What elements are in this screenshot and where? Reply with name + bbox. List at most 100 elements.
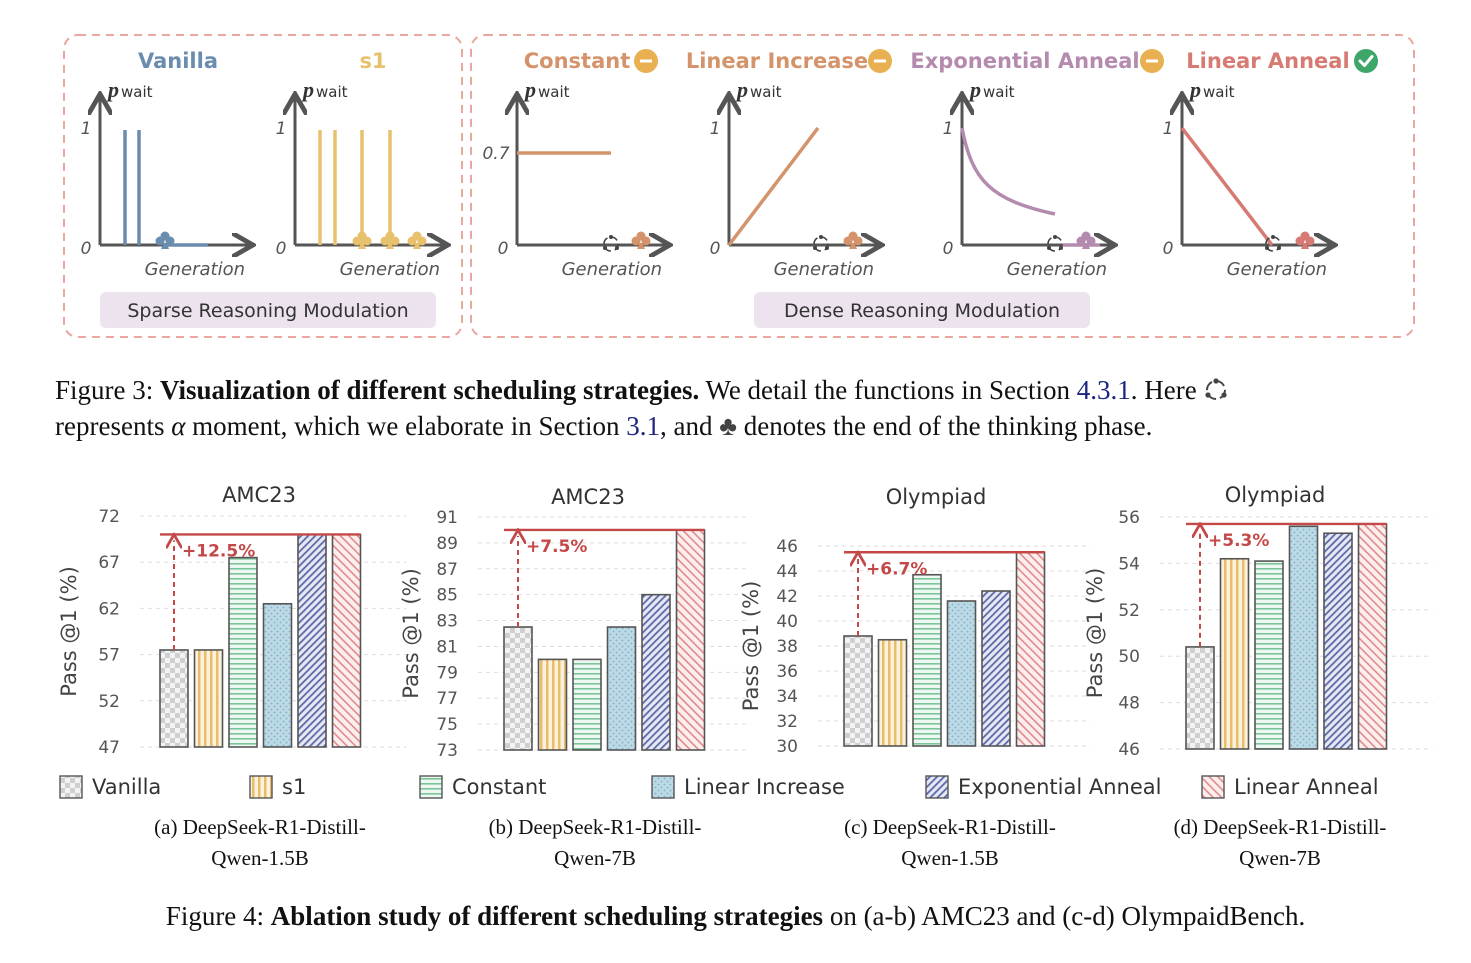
alpha-moment-icon bbox=[1047, 235, 1063, 252]
bar-constant bbox=[572, 658, 602, 751]
subcaption-a: (a) DeepSeek-R1-Distill- Qwen-1.5B bbox=[110, 812, 410, 874]
improvement-label: +12.5% bbox=[182, 541, 255, 561]
subcaption-line: Qwen-7B bbox=[554, 846, 636, 870]
y-tick-label: 47 bbox=[98, 738, 120, 758]
y-tick-label: 87 bbox=[436, 560, 458, 580]
tick-one: 1 bbox=[276, 119, 287, 139]
bar-vanilla bbox=[1185, 646, 1215, 750]
schedule-panel-vanilla: p wait Generation 0 1 bbox=[81, 77, 250, 280]
alpha-moment-icon bbox=[1205, 378, 1228, 400]
y-tick-label: 72 bbox=[98, 507, 120, 527]
alpha-symbol: α bbox=[171, 411, 186, 441]
figure-3-caption-line2: represents α moment, which we elaborate … bbox=[55, 408, 1152, 444]
y-tick-label: 75 bbox=[436, 715, 458, 735]
bar-exponential-anneal bbox=[1323, 532, 1353, 750]
tick-one: 1 bbox=[943, 119, 954, 139]
bar-chart-a: 47 52 57 62 67 72 AMC23 Pass @1 (%) +12.5% bbox=[57, 483, 407, 758]
chart-title: Olympiad bbox=[1225, 483, 1326, 507]
panel-title-constant: Constant bbox=[524, 49, 631, 73]
panel-title-s1: s1 bbox=[359, 49, 386, 73]
y-tick-label: 77 bbox=[436, 689, 458, 709]
club-end-icon bbox=[407, 231, 427, 249]
y-tick-label: 36 bbox=[776, 662, 798, 682]
y-axis-label: p wait bbox=[735, 77, 782, 102]
bar-chart-c: 30 32 34 36 38 40 42 44 46 Olympiad Pass @1 (%) +6.… bbox=[739, 485, 1091, 757]
subcaption-line: Qwen-7B bbox=[1239, 846, 1321, 870]
section-ref-link[interactable]: 4.3.1 bbox=[1076, 375, 1131, 405]
sparse-group-box bbox=[63, 34, 463, 338]
y-tick-label: 46 bbox=[776, 537, 798, 557]
bar-chart-b: 73 75 77 79 81 83 85 87 89 91 AMC23 Pass @1 (%) +7.5… bbox=[399, 485, 751, 761]
club-icon: ♣ bbox=[719, 411, 737, 441]
schedule-panel-linear-anneal: p wait Generation 0 1 bbox=[1163, 77, 1332, 280]
minus-badge-icon bbox=[634, 49, 658, 73]
legend-swatch bbox=[59, 775, 83, 799]
subcaption-line: (a) DeepSeek-R1-Distill- bbox=[154, 815, 366, 839]
schedule-panel-constant: p wait Generation 0 0.7 bbox=[482, 77, 667, 280]
y-tick-label: 83 bbox=[436, 612, 458, 632]
legend-label: Exponential Anneal bbox=[958, 775, 1161, 799]
y-tick-label: 56 bbox=[1118, 508, 1140, 528]
x-axis-label: Generation bbox=[340, 259, 440, 280]
minus-badge-icon bbox=[1140, 49, 1164, 73]
schedule-curve bbox=[960, 127, 1056, 216]
caption-text: We detail the functions in Section bbox=[705, 375, 1071, 405]
section-ref-link[interactable]: 3.1 bbox=[626, 411, 661, 441]
legend-swatch bbox=[419, 775, 443, 799]
caption-label: Figure 3: bbox=[55, 375, 154, 405]
improvement-label: +7.5% bbox=[526, 537, 587, 557]
bar-s1 bbox=[537, 658, 568, 751]
subcaption-c: (c) DeepSeek-R1-Distill- Qwen-1.5B bbox=[800, 812, 1100, 874]
tick-zero: 0 bbox=[943, 239, 954, 259]
alpha-moment-icon bbox=[813, 235, 829, 252]
tick-zero: 0 bbox=[498, 239, 509, 259]
subcaption-line: Qwen-1.5B bbox=[211, 846, 309, 870]
y-tick-label: 46 bbox=[1118, 740, 1140, 760]
alpha-moment-icon bbox=[603, 235, 619, 252]
tick-one: 1 bbox=[81, 119, 92, 139]
chart-title: AMC23 bbox=[551, 485, 625, 509]
panel-title-exponential-anneal: Exponential Anneal bbox=[910, 49, 1139, 73]
subcaption-d: (d) DeepSeek-R1-Distill- Qwen-7B bbox=[1130, 812, 1430, 874]
improvement-label: +5.3% bbox=[1208, 531, 1269, 551]
y-axis-label: p wait bbox=[1188, 77, 1235, 102]
bar-constant bbox=[912, 573, 942, 747]
y-tick-label: 54 bbox=[1118, 554, 1140, 574]
caption-text: denotes the end of the thinking phase. bbox=[743, 411, 1153, 441]
bar-exponential-anneal bbox=[297, 533, 327, 748]
subcaption-line: (b) DeepSeek-R1-Distill- bbox=[488, 815, 702, 839]
y-tick-label: 48 bbox=[1118, 694, 1140, 714]
y-tick-label: 52 bbox=[98, 692, 120, 712]
bar-vanilla bbox=[159, 649, 189, 748]
legend-label: Constant bbox=[452, 775, 546, 799]
club-end-icon bbox=[1295, 231, 1315, 249]
legend-label: Vanilla bbox=[92, 775, 161, 799]
x-axis-label: Generation bbox=[1227, 259, 1327, 280]
y-tick-label: 38 bbox=[776, 637, 798, 657]
y-axis-label: Pass @1 (%) bbox=[739, 581, 763, 712]
panel-title-vanilla: Vanilla bbox=[138, 49, 218, 73]
y-tick-label: 73 bbox=[436, 741, 458, 761]
y-tick-label: 34 bbox=[776, 687, 798, 707]
x-axis-label: Generation bbox=[145, 259, 245, 280]
legend-label: Linear Anneal bbox=[1234, 775, 1379, 799]
bar-s1 bbox=[1219, 557, 1250, 750]
club-end-icon bbox=[1076, 231, 1096, 249]
schedule-panel-linear-increase: p wait Generation 0 1 bbox=[710, 77, 879, 280]
bar-chart-d: 46 48 50 52 54 56 Olympiad Pass @1 (%) +5.3% bbox=[1083, 483, 1433, 760]
x-axis-label: Generation bbox=[1007, 259, 1107, 280]
y-axis-label: p wait bbox=[301, 77, 348, 102]
caption-text: represents bbox=[55, 411, 165, 441]
club-end-icon bbox=[155, 231, 175, 249]
y-tick-label: 79 bbox=[436, 663, 458, 683]
caption-text: on (a-b) AMC23 and (c-d) OlympaidBench. bbox=[829, 901, 1306, 931]
bar-linear-increase bbox=[1288, 525, 1319, 750]
y-tick-label: 62 bbox=[98, 599, 120, 619]
club-end-icon bbox=[352, 231, 372, 249]
bar-linear-anneal bbox=[1015, 551, 1046, 747]
legend-swatch bbox=[1201, 775, 1225, 799]
y-tick-label: 57 bbox=[98, 646, 120, 666]
y-axis-label: Pass @1 (%) bbox=[399, 568, 423, 699]
y-tick-label: 91 bbox=[436, 508, 458, 528]
